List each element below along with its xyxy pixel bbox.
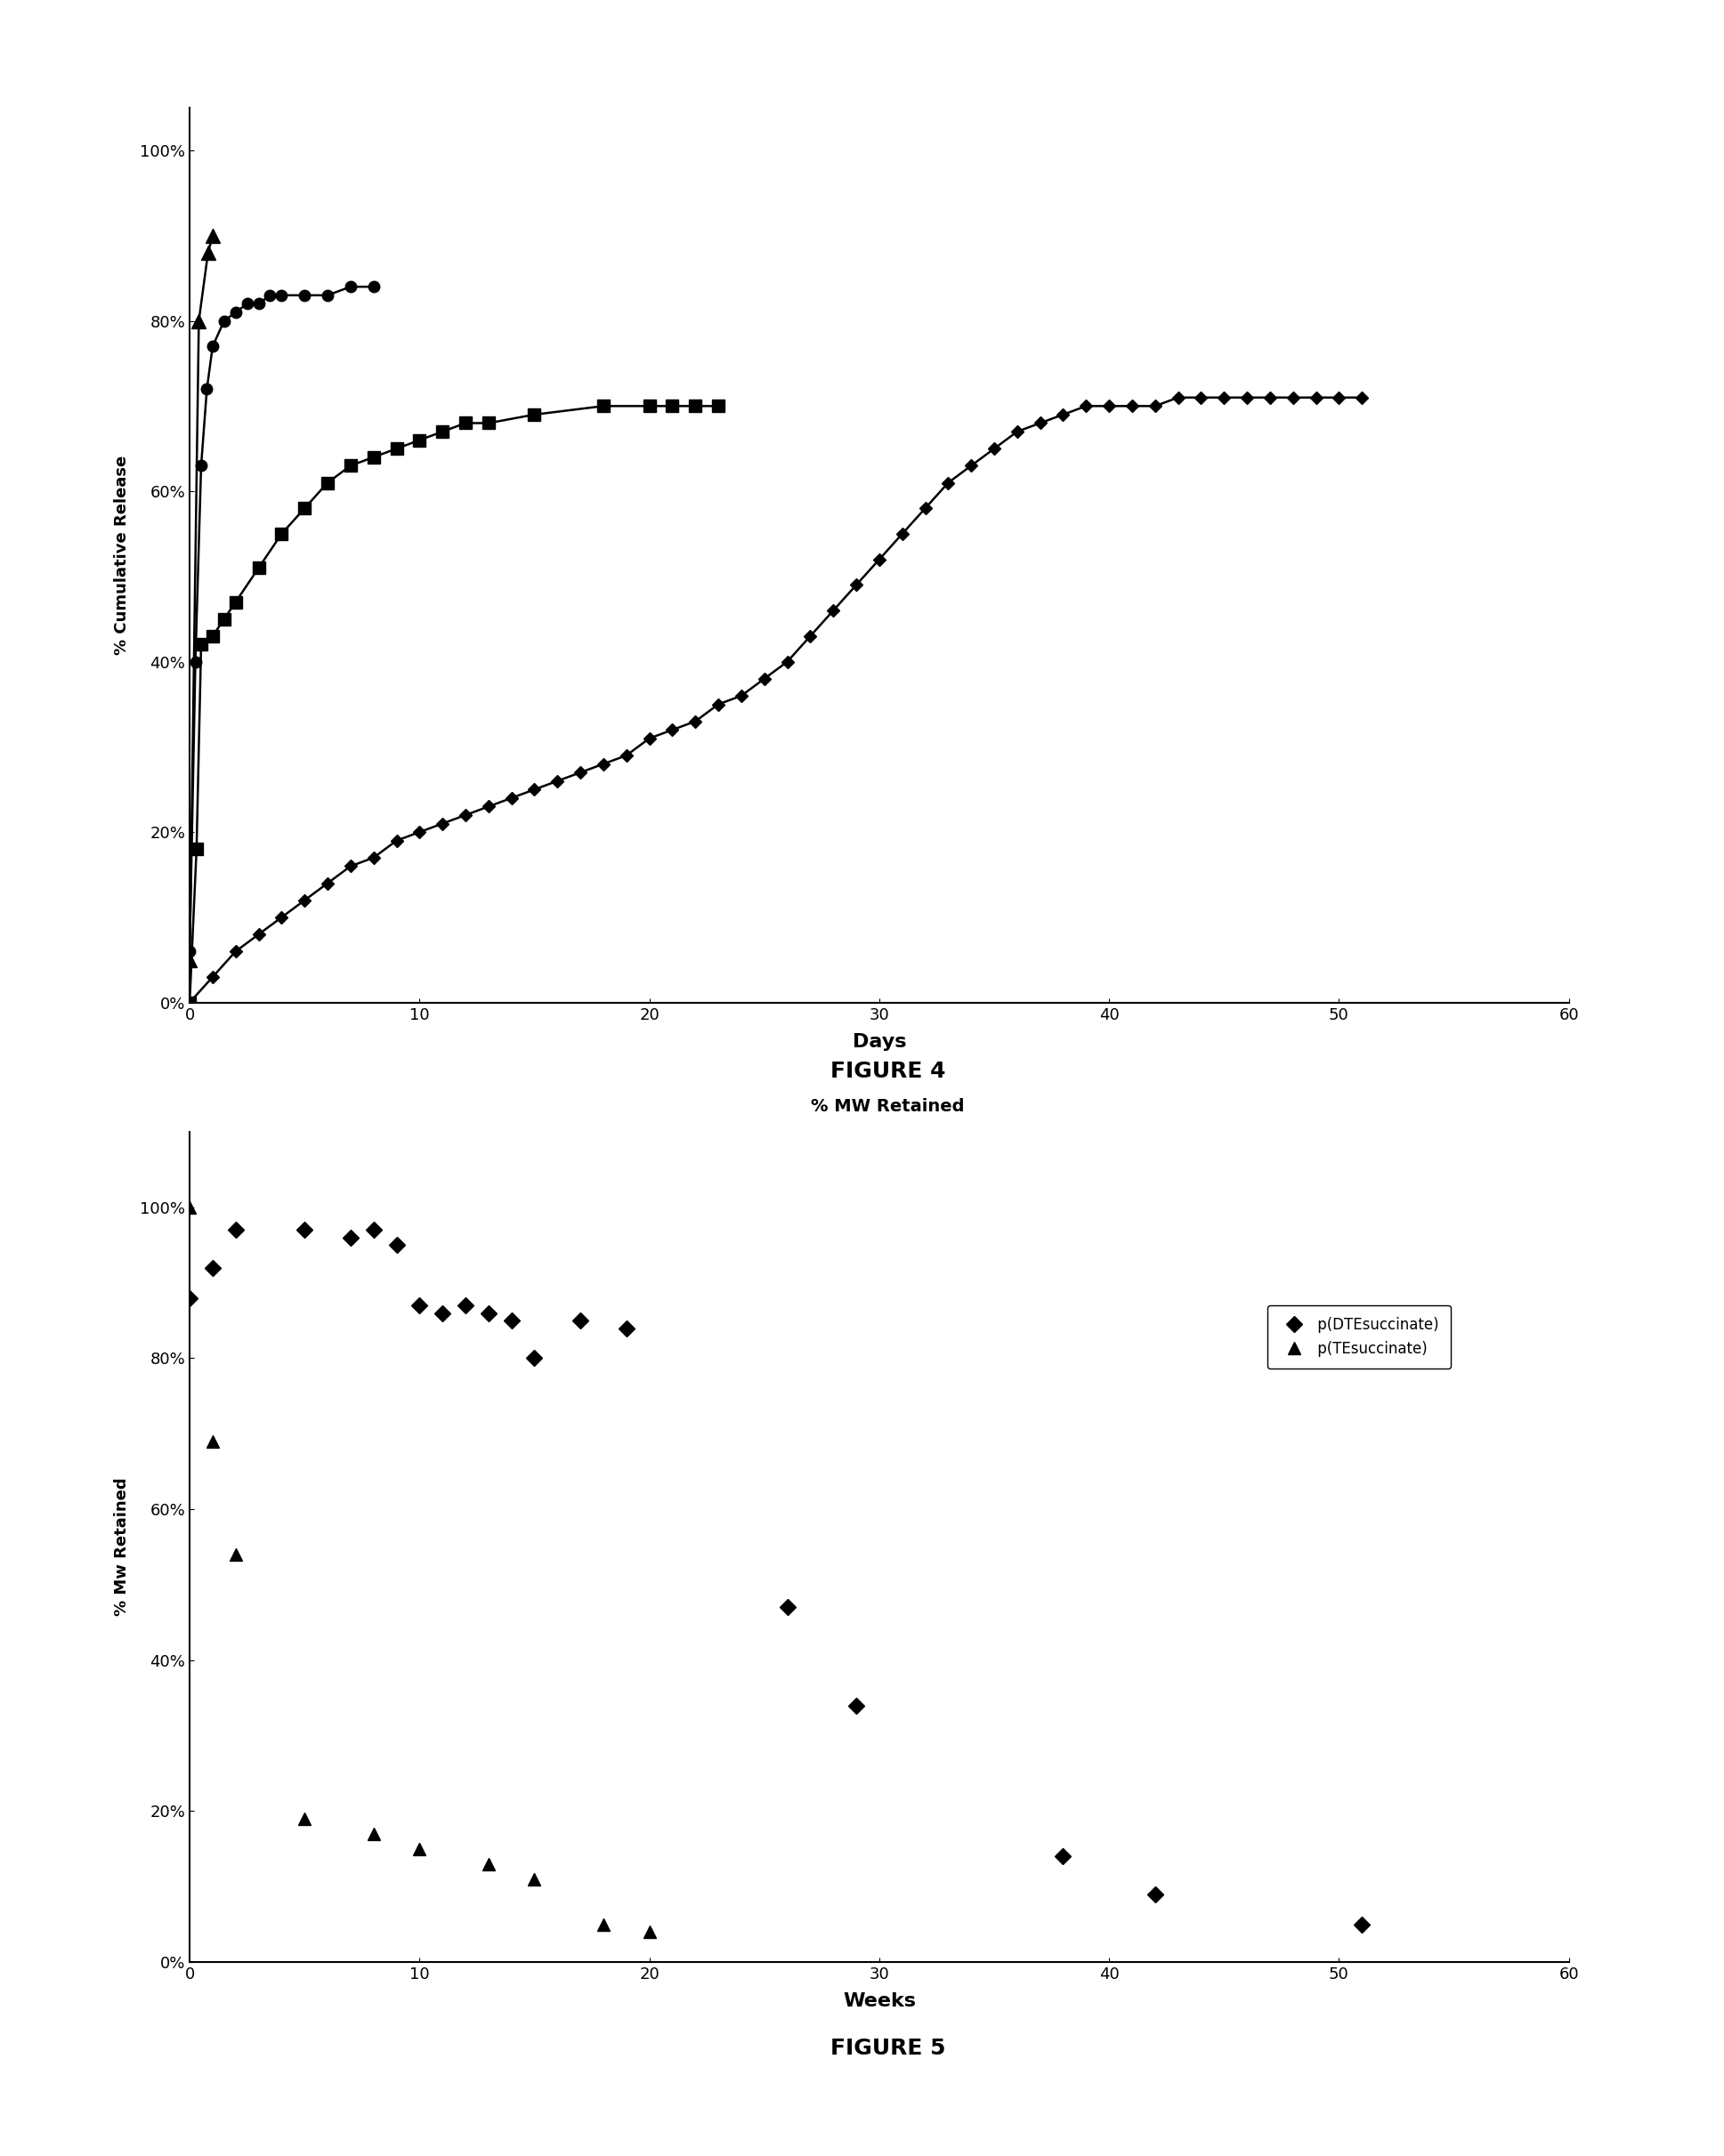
Y-axis label: % Cumulative Release: % Cumulative Release [114, 455, 129, 655]
Text: FIGURE 4: FIGURE 4 [831, 1061, 945, 1082]
X-axis label: Days: Days [852, 1033, 907, 1050]
Legend:  p(DTEsuccinate),  p(TEsuccinate): p(DTEsuccinate), p(TEsuccinate) [1267, 1304, 1452, 1369]
Y-axis label: % Mw Retained: % Mw Retained [114, 1477, 129, 1617]
X-axis label: Weeks: Weeks [843, 1992, 915, 2009]
Text: FIGURE 5: FIGURE 5 [831, 2037, 945, 2059]
Text: % MW Retained: % MW Retained [810, 1097, 965, 1115]
